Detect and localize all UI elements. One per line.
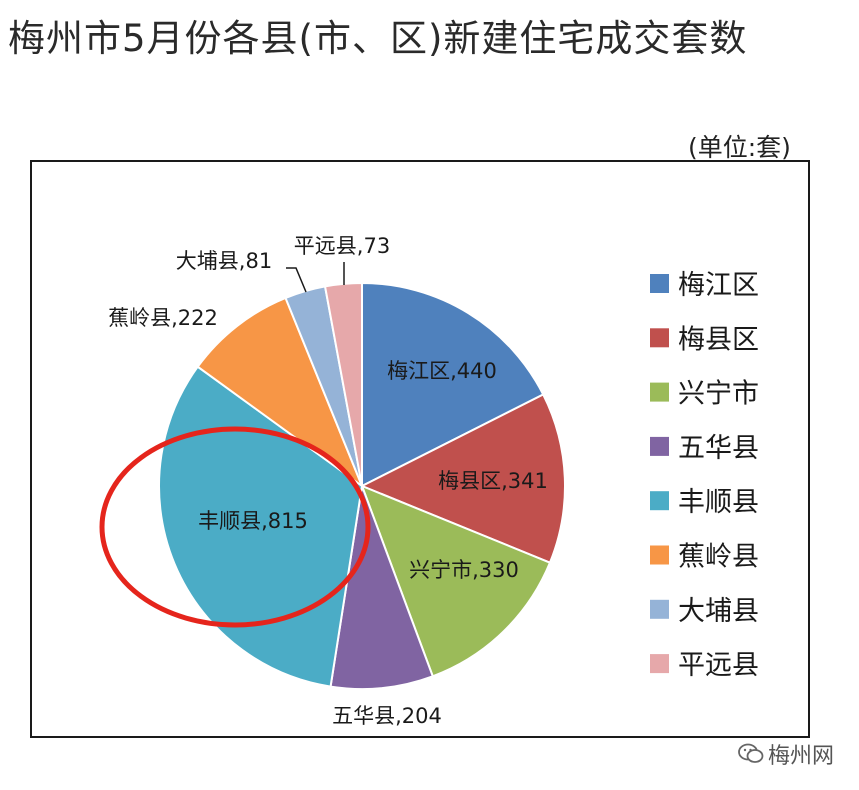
pie-slice-4 <box>329 482 435 690</box>
highlight-ellipse <box>99 426 371 628</box>
legend-label-5: 丰顺县 <box>678 487 759 518</box>
legend-swatch-5 <box>650 491 669 511</box>
legend-swatch-6 <box>650 545 669 565</box>
legend-swatch-7 <box>650 599 669 619</box>
data-label-1: 梅江区,440 <box>387 359 497 383</box>
legend-label-8: 平远县 <box>678 650 759 681</box>
chart-title: 梅州市5月份各县(市、区)新建住宅成交套数 <box>8 17 748 60</box>
legend-swatch-1 <box>650 274 669 293</box>
data-label-7: 大埔县,81 <box>176 249 272 273</box>
pie-slice-2 <box>359 393 566 564</box>
data-label-5: 丰顺县,815 <box>198 509 308 533</box>
legend-swatch-2 <box>650 328 669 348</box>
data-label-6: 蕉岭县,222 <box>108 306 218 330</box>
legend-label-7: 大埔县 <box>678 596 759 627</box>
data-label-4: 五华县,204 <box>332 704 442 728</box>
legend-label-3: 兴宁市 <box>678 379 759 410</box>
data-label-2: 梅县区,341 <box>438 469 548 493</box>
pie-slice-1 <box>361 281 545 488</box>
leader-line-7 <box>286 267 307 293</box>
leader-lines <box>286 262 345 293</box>
unit-label: (单位:套) <box>688 133 791 162</box>
legend-swatch-4 <box>650 436 669 456</box>
chart-frame <box>30 160 810 738</box>
legend-swatch-8 <box>650 654 669 674</box>
legend-label-4: 五华县 <box>678 433 759 464</box>
watermark-text: 梅州网 <box>768 744 835 769</box>
pie-slice-3 <box>360 484 552 678</box>
legend-label-2: 梅县区 <box>678 324 759 355</box>
data-label-3: 兴宁市,330 <box>409 558 519 582</box>
pie-slices <box>158 281 566 690</box>
legend-swatch-3 <box>650 382 669 402</box>
data-label-8: 平远县,73 <box>294 234 390 258</box>
legend-label-6: 蕉岭县 <box>678 542 759 573</box>
data-labels: 梅江区,440 梅县区,341 兴宁市,330 五华县,204 丰顺县,815 蕉岭县,2… <box>108 234 548 728</box>
legend-label-1: 梅江区 <box>678 270 759 301</box>
pie-slice-6 <box>196 296 365 489</box>
wechat-icon <box>738 743 764 771</box>
watermark: 梅州网 <box>738 738 834 771</box>
